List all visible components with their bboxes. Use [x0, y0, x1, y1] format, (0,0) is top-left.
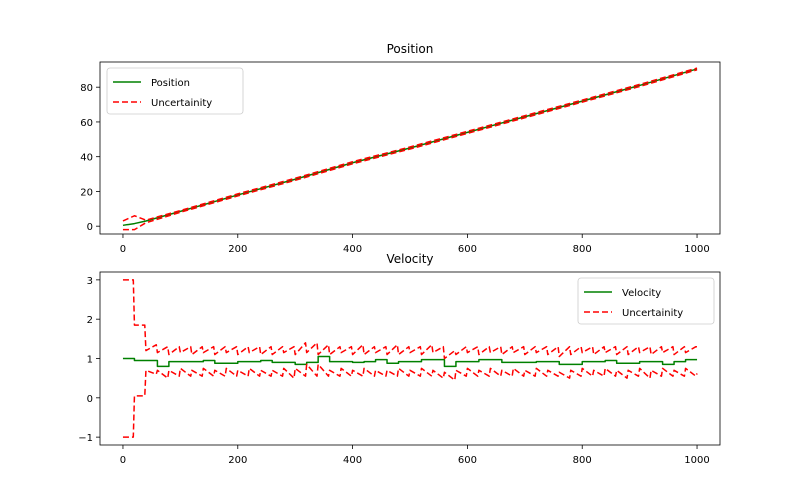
position-series-position-line — [122, 68, 698, 227]
velocity-y-tick-label: 0 — [87, 394, 93, 405]
position-legend-label-position: Position — [151, 78, 190, 89]
velocity-y-tick-label: 3 — [87, 276, 93, 287]
position-y-tick-label: 0 — [87, 222, 93, 233]
position-series-uncertainity-lower-line — [122, 69, 698, 231]
velocity-x-tick-label: 800 — [573, 455, 592, 466]
position-x-tick-label: 200 — [228, 244, 247, 255]
velocity-series-velocity-line — [122, 355, 698, 368]
position-x-tick-label: 800 — [573, 244, 592, 255]
position-x-tick-label: 600 — [458, 244, 477, 255]
velocity-x-tick-label: 1000 — [684, 455, 709, 466]
position-x-tick-label: 0 — [120, 244, 126, 255]
velocity-series-uncertainity-lower-line — [122, 363, 698, 438]
position-panel: Position 0 200 400 600 800 1000 0 20 40 60 80 Positi… — [80, 42, 721, 255]
velocity-chart-title: Velocity — [386, 252, 433, 266]
velocity-x-tick-label: 0 — [120, 455, 126, 466]
velocity-legend-label-uncertainity: Uncertainity — [622, 308, 683, 319]
velocity-y-tick-label: 2 — [87, 315, 93, 326]
velocity-y-tick-label: −1 — [78, 433, 93, 444]
position-y-tick-label: 20 — [80, 187, 93, 198]
velocity-x-tick-label: 400 — [343, 455, 362, 466]
position-x-tick-label: 1000 — [684, 244, 709, 255]
velocity-y-tick-label: 1 — [87, 355, 93, 366]
position-axes-frame — [99, 61, 721, 235]
position-y-tick-label: 80 — [80, 83, 93, 94]
position-y-tick-label: 60 — [80, 118, 93, 129]
position-series-uncertainity-upper-line — [122, 67, 698, 222]
position-legend-label-uncertainity: Uncertainity — [151, 98, 212, 109]
velocity-panel: Velocity 0 200 400 600 800 1000 −1 0 1 2 3 Velocity U… — [78, 252, 721, 466]
velocity-legend-label-velocity: Velocity — [622, 288, 661, 299]
position-chart-title: Position — [387, 42, 434, 56]
position-y-tick-label: 40 — [80, 153, 93, 164]
velocity-series-uncertainity-upper-line — [122, 279, 698, 360]
position-x-tick-label: 400 — [343, 244, 362, 255]
velocity-x-tick-label: 200 — [228, 455, 247, 466]
velocity-x-tick-label: 600 — [458, 455, 477, 466]
